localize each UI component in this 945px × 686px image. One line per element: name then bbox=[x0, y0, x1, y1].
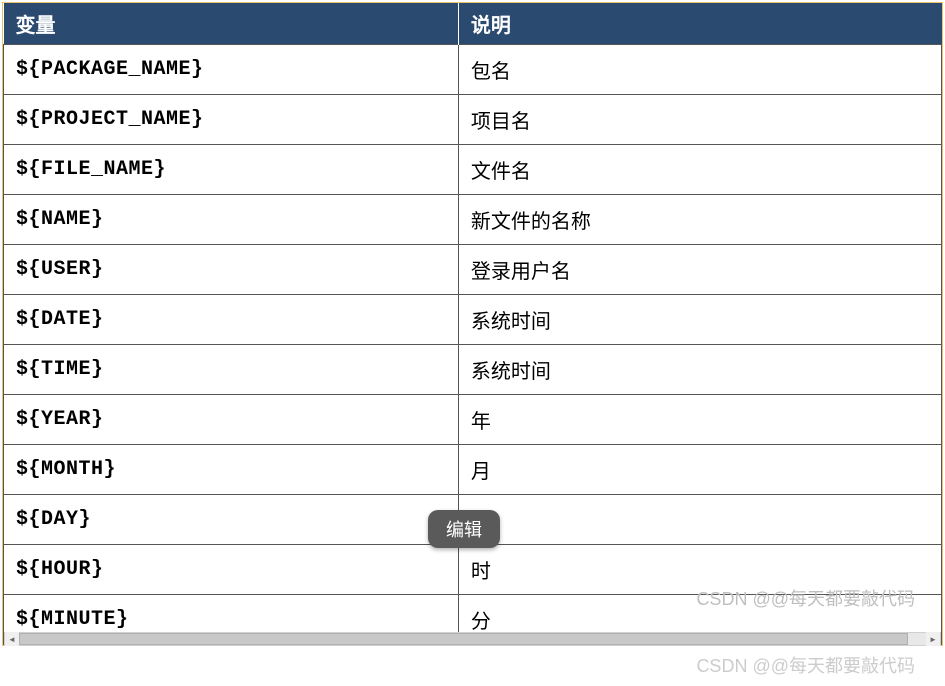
watermark-text-bottom: CSDN @@每天都要敲代码 bbox=[696, 652, 915, 678]
variable-cell: ${MONTH} bbox=[4, 445, 459, 495]
table-row: ${NAME} 新文件的名称 bbox=[4, 195, 942, 245]
description-cell: 时 bbox=[458, 545, 941, 595]
table-row: ${USER} 登录用户名 bbox=[4, 245, 942, 295]
table-row: ${MONTH} 月 bbox=[4, 445, 942, 495]
variable-cell: ${PROJECT_NAME} bbox=[4, 95, 459, 145]
description-cell: 日 bbox=[458, 495, 941, 545]
header-variable: 变量 bbox=[4, 3, 459, 45]
description-cell: 年 bbox=[458, 395, 941, 445]
edit-tooltip: 编辑 bbox=[428, 510, 500, 548]
table-row: ${DATE} 系统时间 bbox=[4, 295, 942, 345]
variables-table-container: 变量 说明 ${PACKAGE_NAME} 包名 ${PROJECT_NAME}… bbox=[2, 2, 943, 646]
description-cell: 月 bbox=[458, 445, 941, 495]
table-body: ${PACKAGE_NAME} 包名 ${PROJECT_NAME} 项目名 $… bbox=[4, 45, 942, 645]
description-cell: 系统时间 bbox=[458, 345, 941, 395]
variable-cell: ${DAY} bbox=[4, 495, 459, 545]
description-cell: 包名 bbox=[458, 45, 941, 95]
header-description: 说明 bbox=[458, 3, 941, 45]
description-cell: 登录用户名 bbox=[458, 245, 941, 295]
description-cell: 项目名 bbox=[458, 95, 941, 145]
table-row: ${TIME} 系统时间 bbox=[4, 345, 942, 395]
variables-table: 变量 说明 ${PACKAGE_NAME} 包名 ${PROJECT_NAME}… bbox=[3, 3, 942, 645]
table-row: ${PROJECT_NAME} 项目名 bbox=[4, 95, 942, 145]
variable-cell: ${HOUR} bbox=[4, 545, 459, 595]
scroll-left-arrow-icon[interactable]: ◄ bbox=[5, 632, 19, 646]
variable-cell: ${FILE_NAME} bbox=[4, 145, 459, 195]
scrollbar-thumb[interactable] bbox=[19, 633, 908, 645]
variable-cell: ${NAME} bbox=[4, 195, 459, 245]
table-row: ${YEAR} 年 bbox=[4, 395, 942, 445]
variable-cell: ${YEAR} bbox=[4, 395, 459, 445]
table-row: ${FILE_NAME} 文件名 bbox=[4, 145, 942, 195]
scroll-right-arrow-icon[interactable]: ► bbox=[926, 632, 940, 646]
description-cell: 系统时间 bbox=[458, 295, 941, 345]
table-header-row: 变量 说明 bbox=[4, 3, 942, 45]
table-row: ${HOUR} 时 bbox=[4, 545, 942, 595]
description-cell: 文件名 bbox=[458, 145, 941, 195]
variable-cell: ${DATE} bbox=[4, 295, 459, 345]
variable-cell: ${TIME} bbox=[4, 345, 459, 395]
variable-cell: ${USER} bbox=[4, 245, 459, 295]
table-row: ${PACKAGE_NAME} 包名 bbox=[4, 45, 942, 95]
variable-cell: ${PACKAGE_NAME} bbox=[4, 45, 459, 95]
horizontal-scrollbar[interactable]: ◄ ► bbox=[4, 632, 941, 646]
scrollbar-track[interactable] bbox=[19, 633, 926, 645]
description-cell: 新文件的名称 bbox=[458, 195, 941, 245]
